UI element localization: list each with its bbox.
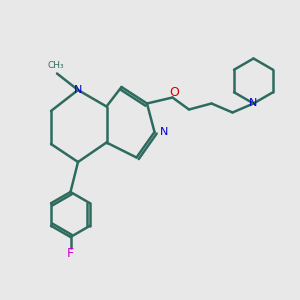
Text: N: N [74, 85, 82, 95]
Text: O: O [169, 85, 179, 99]
Text: CH₃: CH₃ [47, 61, 64, 70]
Text: N: N [249, 98, 258, 109]
Text: N: N [160, 127, 168, 137]
Text: F: F [67, 247, 74, 260]
